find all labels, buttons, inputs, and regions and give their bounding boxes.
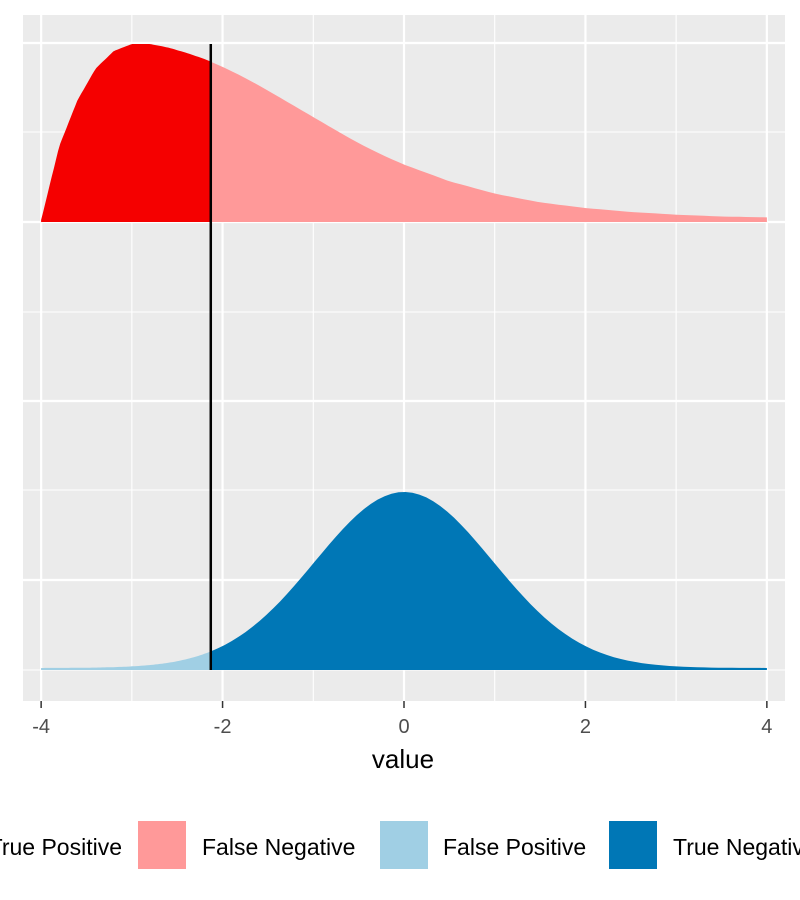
positive-below-threshold-area	[41, 44, 211, 222]
legend-swatch	[609, 821, 657, 869]
negative-below-threshold-area	[41, 651, 211, 670]
legend-label: True Negative	[673, 834, 800, 860]
x-tick-label: 4	[761, 716, 772, 738]
x-tick-label: -4	[32, 716, 50, 738]
positive-above-threshold-area	[210, 61, 767, 223]
x-axis: -4 -2 0 2 4	[32, 701, 772, 738]
legend-label: False Positive	[443, 834, 586, 860]
legend-label: True Positive	[0, 834, 122, 860]
legend-swatch	[138, 821, 186, 869]
legend-swatch	[380, 821, 428, 869]
negative-above-threshold-area	[210, 492, 767, 670]
density-ridges	[41, 44, 767, 670]
x-tick-label: 2	[580, 716, 591, 738]
legend-label: False Negative	[202, 834, 355, 860]
x-tick-label: -2	[214, 716, 232, 738]
legend: True Positive False Negative False Positiv…	[0, 821, 800, 869]
x-tick-label: 0	[398, 716, 409, 738]
x-axis-title: value	[372, 744, 434, 774]
